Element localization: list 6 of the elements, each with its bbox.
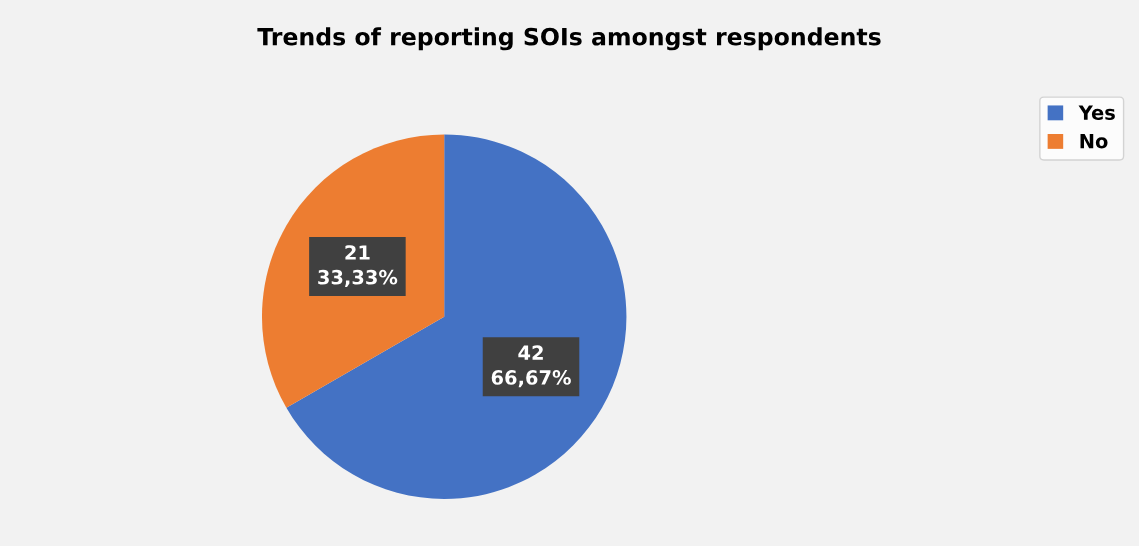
data-label: 42 66,67% — [491, 345, 571, 388]
legend-label: Yes — [1078, 105, 1115, 120]
pie-slice — [286, 134, 627, 499]
chart-title: Trends of reporting SOIs amongst respondents — [257, 27, 881, 51]
legend-label: No — [1080, 134, 1108, 149]
data-label: 21 33,33% — [318, 245, 398, 288]
